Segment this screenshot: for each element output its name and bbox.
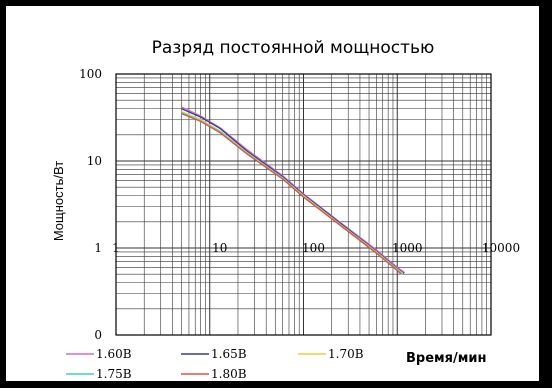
series-lines — [181, 106, 406, 275]
plot-border — [115, 73, 492, 336]
y-tick-label: 1 — [94, 241, 102, 255]
grid — [115, 73, 492, 336]
legend-label: 1.65В — [211, 347, 247, 361]
legend-label: 1.70В — [328, 347, 364, 361]
x-tick-label: 100 — [302, 241, 325, 255]
axes: 0 1 10 100 1 10 100 1000 10000 — [79, 67, 520, 342]
y-tick-label: 10 — [87, 154, 102, 168]
chart-title: Разряд постоянной мощностью — [152, 38, 435, 58]
x-tick-label: 10000 — [482, 241, 520, 255]
y-axis-label: Мощность/Вт — [51, 161, 66, 241]
series-line — [181, 106, 406, 274]
series-line — [181, 113, 402, 275]
x-tick-label: 1000 — [392, 241, 423, 255]
x-axis-label: Время/мин — [406, 351, 486, 366]
y-tick-label: 0 — [94, 328, 102, 342]
legend: 1.60В 1.65В 1.70В 1.75В 1.80В — [66, 347, 364, 381]
legend-label: 1.60В — [96, 347, 132, 361]
legend-label: 1.75В — [96, 367, 132, 381]
x-tick-label: 10 — [212, 241, 227, 255]
x-tick-label: 1 — [112, 241, 120, 255]
discharge-chart: Разряд постоянной мощностью 0 1 10 100 1 10 10… — [51, 38, 520, 381]
legend-label: 1.80В — [211, 367, 247, 381]
chart-frame: Разряд постоянной мощностью 0 1 10 100 1 10 10… — [6, 6, 539, 381]
y-tick-label: 100 — [79, 67, 102, 81]
